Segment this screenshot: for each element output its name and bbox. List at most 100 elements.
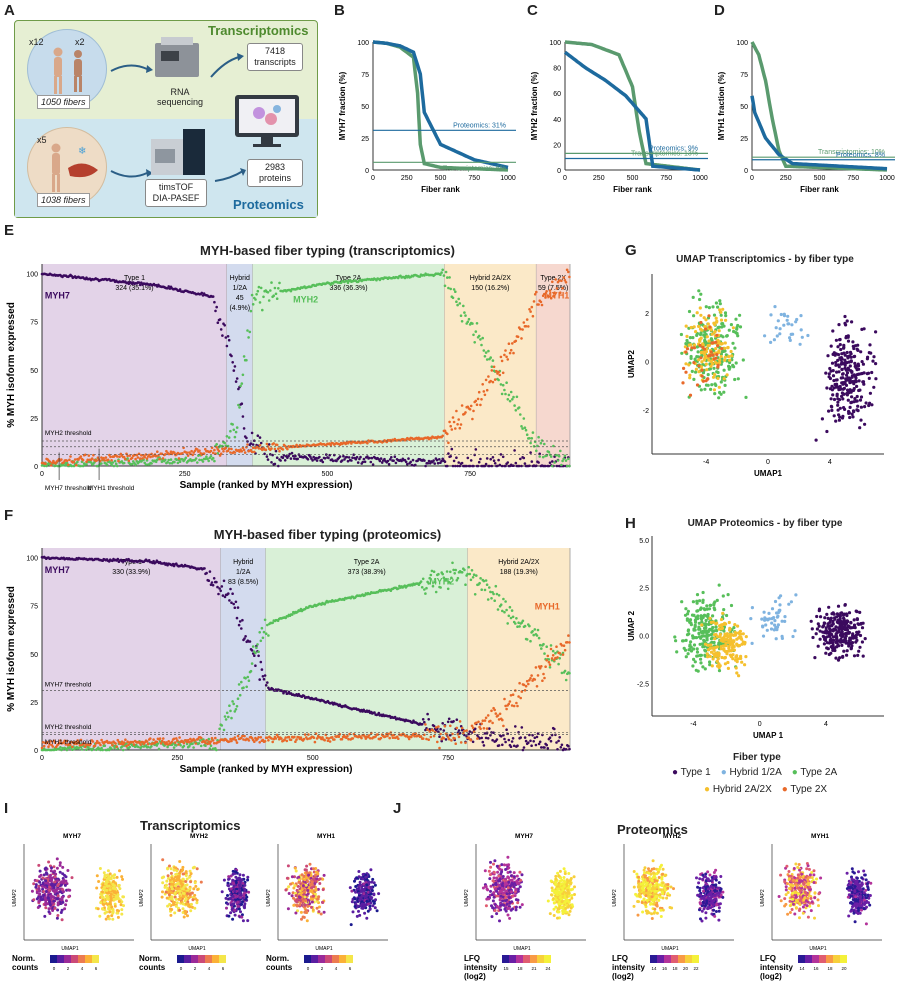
panel-f-point-myh1 <box>393 734 396 737</box>
panel-e-point-myh2 <box>462 305 465 308</box>
panel-e-point-myh2 <box>275 293 278 296</box>
panel-e-point-myh7 <box>512 464 515 467</box>
panel-e-point-myh1 <box>481 383 484 386</box>
panel-g-point <box>718 358 721 361</box>
panel-e-point-myh7 <box>350 459 353 462</box>
panel-h-point <box>698 599 701 602</box>
panel-g-point <box>738 314 741 317</box>
panel-e-point-myh7 <box>504 465 507 468</box>
panel-g-point <box>859 419 862 422</box>
panel-e-point-myh2 <box>245 359 248 362</box>
panel-g-point <box>685 335 688 338</box>
panel-f-point-myh2 <box>263 631 266 634</box>
panel-h-point <box>853 654 856 657</box>
panel-e-point-myh2 <box>472 334 475 337</box>
panel-e-point-myh1 <box>186 451 189 454</box>
panel-g-point <box>713 388 716 391</box>
panel-h-point <box>790 600 793 603</box>
panel-e-point-myh1 <box>502 372 505 375</box>
panel-f-point-myh7 <box>480 737 483 740</box>
panel-h-point <box>824 637 827 640</box>
panel-e-point-myh2 <box>562 458 565 461</box>
panel-g-point <box>833 414 836 417</box>
panel-g-point <box>868 402 871 405</box>
panel-g-point <box>692 361 695 364</box>
panel-f-point-myh1 <box>94 745 97 748</box>
panel-e-point-myh7 <box>225 336 228 339</box>
panel-i-map-point <box>53 881 56 884</box>
panel-f-point-myh1 <box>422 737 425 740</box>
panel-f-region-label: 83 (8.5%) <box>228 579 258 586</box>
panel-h-y-tick: 2.5 <box>639 586 649 593</box>
panel-h-point <box>771 607 774 610</box>
panel-e-point-myh2 <box>276 297 279 300</box>
panel-e-point-myh1 <box>485 379 488 382</box>
panel-g-point <box>850 380 853 383</box>
panel-e-point-myh7 <box>379 460 382 463</box>
panel-f-point-myh2 <box>223 729 226 732</box>
panel-h-point <box>810 620 813 623</box>
panel-e-point-myh2 <box>235 431 238 434</box>
panel-g-point <box>717 364 720 367</box>
panel-f-region-label: 1/2A <box>236 569 251 576</box>
panel-f-point-myh1 <box>503 698 506 701</box>
panel-e-point-myh2 <box>558 455 561 458</box>
panel-e-point-myh1 <box>128 459 131 462</box>
panel-g-point <box>716 377 719 380</box>
panel-g-point <box>719 302 722 305</box>
panel-f-point-myh7 <box>234 606 237 609</box>
panel-f-point-myh1 <box>271 741 274 744</box>
panel-f-point-myh2 <box>104 744 107 747</box>
panel-h-point <box>811 627 814 630</box>
legend-item-type2x: ● Type 2X <box>782 784 827 795</box>
panel-f-point-myh1 <box>472 727 475 730</box>
panel-d-y-tick: 0 <box>744 168 748 175</box>
panel-e-point-myh7 <box>342 455 345 458</box>
panel-b-x-tick: 0 <box>371 175 375 182</box>
panel-h-point <box>693 643 696 646</box>
panel-f-point-myh2 <box>471 569 474 572</box>
panel-g-point <box>711 305 714 308</box>
panel-e-point-myh1 <box>452 416 455 419</box>
panel-e-point-myh2 <box>543 443 546 446</box>
panel-e-point-myh7 <box>453 460 456 463</box>
panel-h-point <box>854 626 857 629</box>
panel-e-point-myh2 <box>274 287 277 290</box>
panel-e-point-myh2 <box>476 322 479 325</box>
panel-e-point-myh2 <box>179 460 182 463</box>
panel-g-point <box>843 367 846 370</box>
panel-f-point-myh7 <box>423 721 426 724</box>
panel-e-point-myh1 <box>102 457 105 460</box>
panel-f-point-myh1 <box>171 741 174 744</box>
panel-i-map-point <box>65 875 68 878</box>
panel-f-point-myh1 <box>303 738 306 741</box>
panel-i-map-point <box>50 866 53 869</box>
panel-i-map-point <box>62 881 65 884</box>
panel-h-point <box>687 652 690 655</box>
panel-h-point <box>818 625 821 628</box>
panel-f-point-myh1 <box>493 709 496 712</box>
legend-label-hybrid-2a-2x: Hybrid 2A/2X <box>713 784 772 795</box>
panel-h-point <box>696 593 699 596</box>
panel-h-point <box>704 649 707 652</box>
panel-c-x-label: Fiber rank <box>613 185 652 194</box>
panel-e-x-label: Sample (ranked by MYH expression) <box>180 480 353 491</box>
panel-f-point-myh7 <box>565 748 568 751</box>
panel-e-point-myh7 <box>518 465 521 468</box>
panel-e-point-myh2 <box>478 335 481 338</box>
panel-g-point <box>857 389 860 392</box>
panel-e-point-myh2 <box>212 457 215 460</box>
panel-h-point <box>763 611 766 614</box>
panel-f-y-tick: 0 <box>34 748 38 755</box>
panel-g-point <box>715 353 718 356</box>
panel-e-point-myh1 <box>277 447 280 450</box>
panel-f-point-myh2 <box>538 637 541 640</box>
panel-f-point-myh7 <box>236 617 239 620</box>
panel-f-point-myh2 <box>470 579 473 582</box>
panel-f-point-myh7 <box>530 744 533 747</box>
panel-f-point-myh2 <box>467 566 470 569</box>
panel-label-e: E <box>4 222 14 239</box>
panel-i-map-point <box>57 901 60 904</box>
